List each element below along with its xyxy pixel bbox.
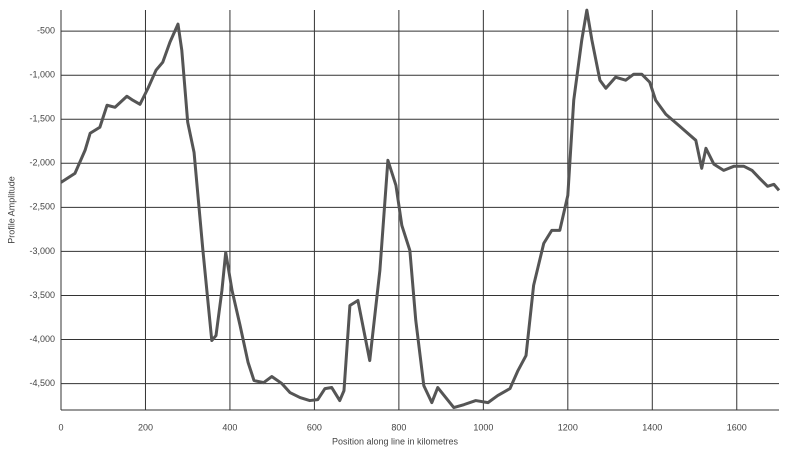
- x-tick-label: 1600: [727, 422, 747, 432]
- y-tick-label: -3,000: [29, 246, 55, 256]
- y-axis-title: Profile Amplitude: [6, 176, 16, 244]
- y-tick-label: -4,000: [29, 334, 55, 344]
- y-tick-label: -1,500: [29, 114, 55, 124]
- y-tick-label: -1,000: [29, 70, 55, 80]
- x-tick-label: 1000: [473, 422, 493, 432]
- x-tick-label: 0: [58, 422, 63, 432]
- y-tick-label: -4,500: [29, 378, 55, 388]
- x-tick-label: 600: [307, 422, 322, 432]
- y-tick-label: -3,500: [29, 290, 55, 300]
- x-tick-label: 1200: [558, 422, 578, 432]
- y-tick-label: -2,000: [29, 158, 55, 168]
- y-tick-label: -500: [37, 26, 55, 36]
- x-tick-label: 200: [138, 422, 153, 432]
- x-axis-title: Position along line in kilometres: [332, 436, 459, 446]
- x-tick-label: 1400: [642, 422, 662, 432]
- data-line: [60, 8, 781, 410]
- x-tick-label: 400: [222, 422, 237, 432]
- x-tick-label: 800: [391, 422, 406, 432]
- y-tick-label: -2,500: [29, 202, 55, 212]
